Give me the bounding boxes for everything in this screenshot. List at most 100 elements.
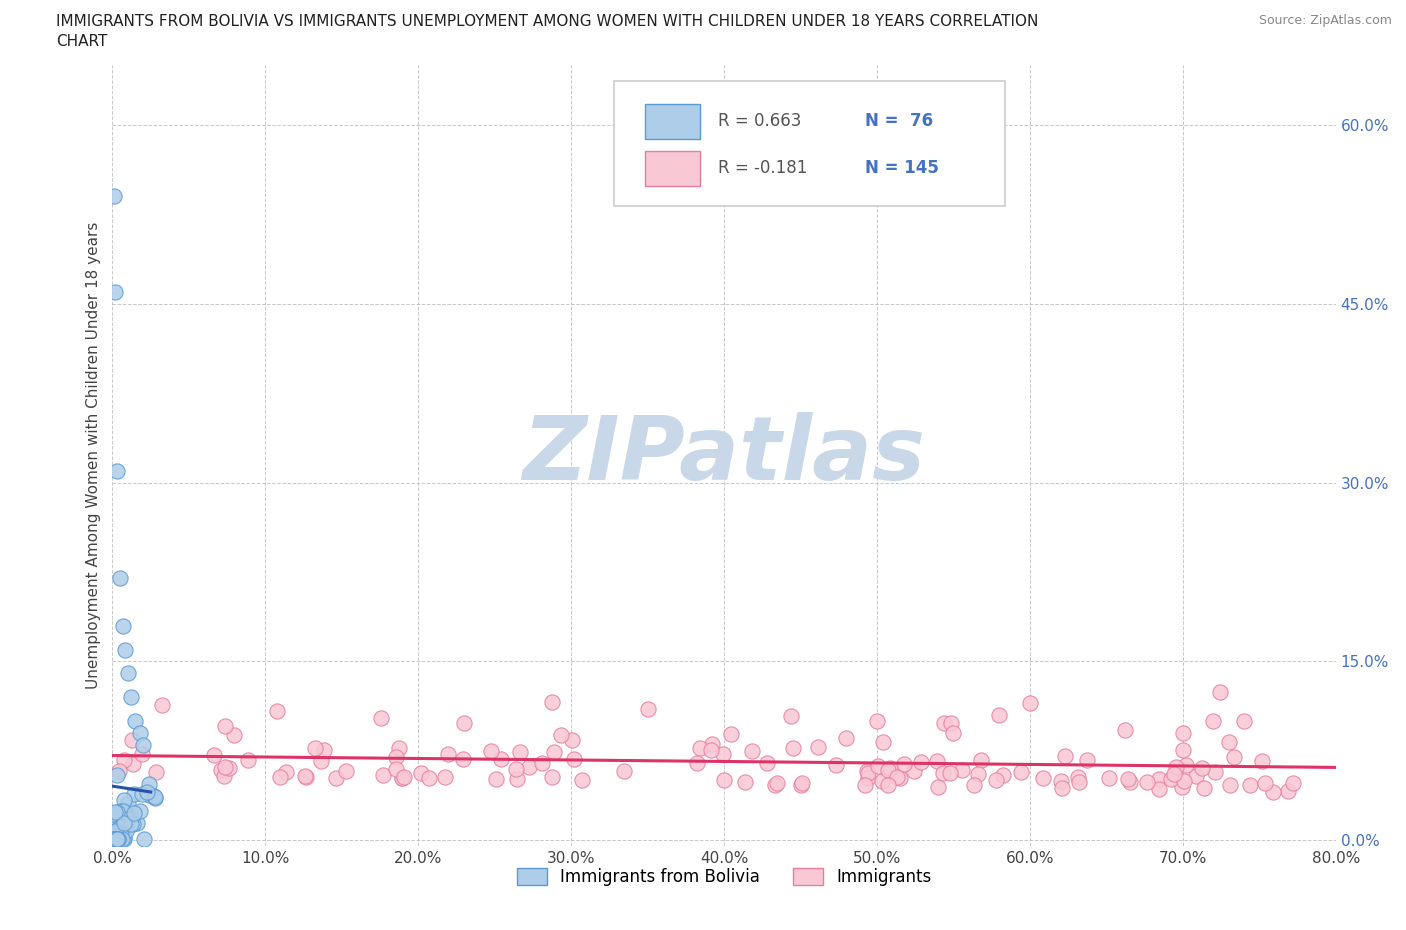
Point xyxy=(121,817,143,831)
Point xyxy=(434,770,457,785)
Point xyxy=(451,751,474,766)
Point xyxy=(967,767,990,782)
Point xyxy=(295,769,318,784)
Point xyxy=(1076,752,1098,767)
Point xyxy=(613,764,636,778)
Point xyxy=(385,750,408,764)
Point xyxy=(202,747,225,762)
Point xyxy=(685,755,707,770)
Point xyxy=(104,831,127,846)
Point xyxy=(120,690,142,705)
Point xyxy=(505,761,527,776)
Point xyxy=(103,189,125,204)
Point xyxy=(132,737,155,752)
Point xyxy=(1239,777,1261,792)
Point xyxy=(114,824,136,839)
Point xyxy=(103,831,125,846)
Point xyxy=(112,618,135,633)
Point xyxy=(131,787,153,802)
Point xyxy=(112,752,135,767)
Point xyxy=(309,753,332,768)
Point xyxy=(224,727,246,742)
Point xyxy=(991,768,1014,783)
Point xyxy=(325,770,347,785)
Point xyxy=(540,769,562,784)
Point xyxy=(104,815,127,830)
Point xyxy=(409,766,432,781)
Point xyxy=(1116,771,1139,786)
Point xyxy=(932,716,955,731)
Point xyxy=(1171,742,1194,757)
Point xyxy=(218,761,240,776)
Point xyxy=(543,744,565,759)
Point xyxy=(927,779,949,794)
Point xyxy=(1184,768,1206,783)
Text: IMMIGRANTS FROM BOLIVIA VS IMMIGRANTS UNEMPLOYMENT AMONG WOMEN WITH CHILDREN UND: IMMIGRANTS FROM BOLIVIA VS IMMIGRANTS UN… xyxy=(56,14,1039,29)
Point xyxy=(984,773,1007,788)
Point xyxy=(105,767,128,782)
Point xyxy=(103,825,125,840)
Point xyxy=(104,825,127,840)
Point xyxy=(108,764,131,778)
Text: R = -0.181: R = -0.181 xyxy=(718,159,807,178)
Point xyxy=(385,761,408,776)
Point xyxy=(112,792,135,807)
Point xyxy=(856,764,879,778)
Point xyxy=(877,777,900,792)
Point xyxy=(314,742,336,757)
Point xyxy=(489,751,512,766)
Point xyxy=(103,831,125,846)
Point xyxy=(392,769,415,784)
Point xyxy=(1202,713,1225,728)
Point xyxy=(1219,777,1241,792)
Point xyxy=(110,824,132,839)
Point xyxy=(110,804,132,818)
Point xyxy=(370,711,392,726)
Point xyxy=(138,788,160,803)
Point xyxy=(266,703,288,718)
Point xyxy=(868,759,890,774)
Point xyxy=(117,666,139,681)
Point xyxy=(110,828,132,843)
Point xyxy=(741,743,763,758)
Point xyxy=(1191,761,1213,776)
FancyBboxPatch shape xyxy=(644,151,700,186)
Point xyxy=(104,824,127,839)
Point xyxy=(135,785,157,800)
Point xyxy=(792,776,814,790)
Point xyxy=(145,764,167,779)
Point xyxy=(105,831,128,846)
Point xyxy=(373,768,395,783)
Point xyxy=(132,831,155,846)
Point xyxy=(105,831,128,846)
Point xyxy=(418,771,440,786)
Point xyxy=(1160,772,1182,787)
Point xyxy=(1173,774,1195,789)
Point xyxy=(104,804,127,819)
Point xyxy=(700,743,723,758)
Point xyxy=(117,804,139,818)
Point xyxy=(689,740,711,755)
Point xyxy=(112,804,135,818)
Point xyxy=(117,795,139,810)
Point xyxy=(1053,749,1076,764)
Point xyxy=(103,831,125,846)
Point xyxy=(939,765,962,780)
Point xyxy=(540,694,562,709)
FancyBboxPatch shape xyxy=(644,104,700,140)
Point xyxy=(932,765,955,780)
Point xyxy=(988,708,1011,723)
Point xyxy=(550,727,572,742)
Point xyxy=(1218,735,1240,750)
Point xyxy=(105,831,128,846)
Point xyxy=(120,812,142,827)
Point xyxy=(530,756,553,771)
Point xyxy=(519,759,541,774)
Point xyxy=(143,790,166,805)
Text: R = 0.663: R = 0.663 xyxy=(718,113,801,130)
Point xyxy=(1067,770,1090,785)
Point xyxy=(138,777,160,792)
Point xyxy=(720,726,742,741)
Point xyxy=(1114,723,1136,737)
Point xyxy=(766,776,789,790)
